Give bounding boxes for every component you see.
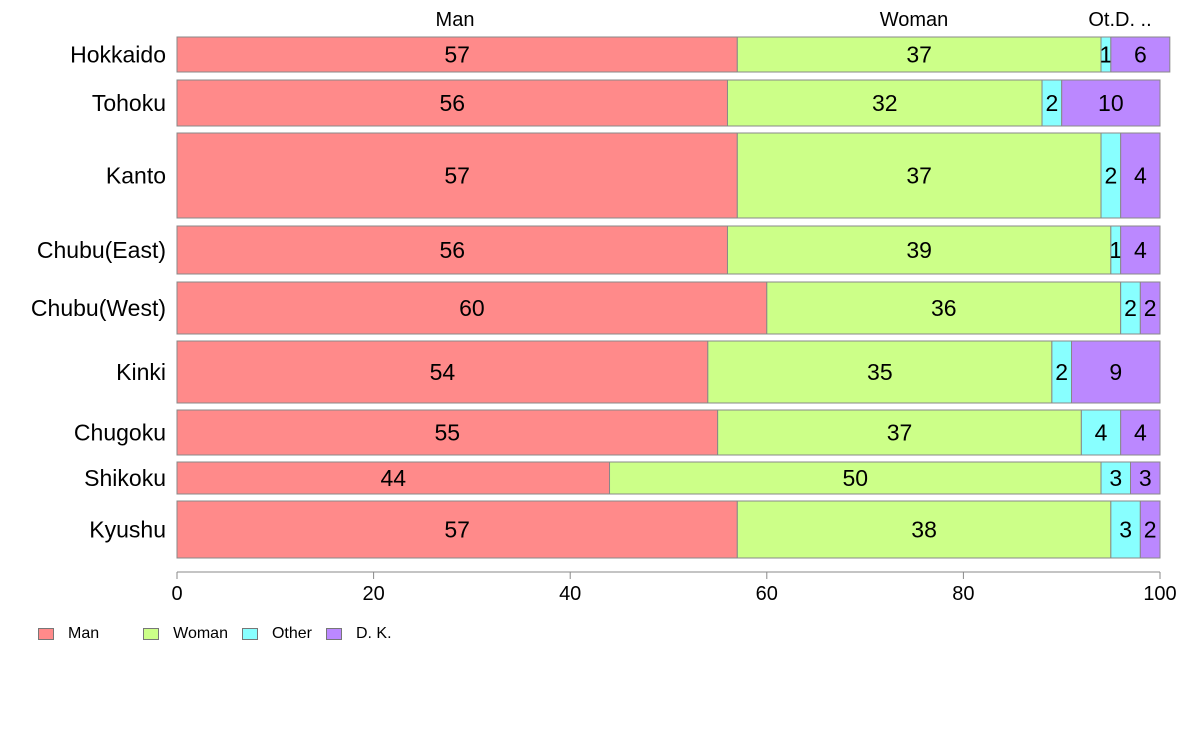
data-label: 3 bbox=[1139, 465, 1152, 491]
x-tick-label: 60 bbox=[756, 583, 778, 605]
bar-segment bbox=[176, 36, 738, 73]
bar-segment bbox=[176, 461, 611, 495]
bar-segment bbox=[1110, 36, 1171, 73]
category-label: Chubu(West) bbox=[31, 295, 166, 321]
data-label: 32 bbox=[872, 90, 898, 116]
data-label: 4 bbox=[1134, 237, 1147, 263]
bar-segment bbox=[176, 409, 719, 456]
x-tick-label: 0 bbox=[171, 583, 182, 605]
data-label: 54 bbox=[430, 359, 456, 385]
legend-swatch bbox=[38, 628, 54, 640]
data-label: 35 bbox=[867, 359, 893, 385]
data-label: 1 bbox=[1100, 42, 1113, 68]
bar-segment bbox=[1071, 340, 1161, 404]
category-label: Shikoku bbox=[84, 465, 166, 491]
data-label: 56 bbox=[439, 237, 465, 263]
legend-item: Man bbox=[38, 625, 99, 643]
data-label: 55 bbox=[435, 420, 461, 446]
data-label: 37 bbox=[906, 42, 932, 68]
category-label: Kinki bbox=[116, 359, 166, 385]
data-label: 44 bbox=[380, 465, 406, 491]
bar-segment bbox=[1139, 500, 1161, 559]
data-label: 57 bbox=[444, 517, 470, 543]
data-label: 1 bbox=[1109, 237, 1122, 263]
bar-segment bbox=[1080, 409, 1122, 456]
data-label: 60 bbox=[459, 295, 485, 321]
bar-segment bbox=[1130, 461, 1161, 495]
data-label: 10 bbox=[1098, 90, 1124, 116]
legend-label: Woman bbox=[173, 625, 228, 642]
x-tick-label: 100 bbox=[1143, 583, 1176, 605]
legend-swatch bbox=[241, 628, 258, 640]
category-label: Chubu(East) bbox=[37, 237, 166, 263]
data-label: 3 bbox=[1119, 517, 1132, 543]
legend-label: Other bbox=[271, 625, 312, 642]
data-label: 37 bbox=[906, 163, 932, 189]
data-label: 37 bbox=[887, 420, 913, 446]
data-label: 57 bbox=[444, 42, 470, 68]
data-label: 9 bbox=[1109, 359, 1122, 385]
bar-segment bbox=[1120, 225, 1161, 275]
data-label: 38 bbox=[911, 517, 937, 543]
data-label: 2 bbox=[1045, 90, 1058, 116]
legend: Man Woman Other D. K. bbox=[38, 624, 406, 644]
data-label: 2 bbox=[1144, 295, 1157, 321]
legend-item: Woman bbox=[143, 625, 228, 643]
category-label: Hokkaido bbox=[70, 42, 166, 68]
data-label: 6 bbox=[1134, 42, 1147, 68]
x-tick-label: 20 bbox=[362, 583, 384, 605]
category-label: Kanto bbox=[106, 163, 166, 189]
bar-segment bbox=[176, 132, 738, 219]
data-label: 4 bbox=[1134, 420, 1147, 446]
category-label: Kyushu bbox=[89, 517, 166, 543]
data-label: 4 bbox=[1134, 163, 1147, 189]
bar-segment bbox=[736, 36, 1102, 73]
bar-segment bbox=[176, 79, 728, 127]
data-label: 2 bbox=[1144, 517, 1157, 543]
bar-segment bbox=[736, 132, 1102, 219]
bar-segment bbox=[726, 79, 1043, 127]
data-label: 36 bbox=[931, 295, 957, 321]
category-label: Tohoku bbox=[92, 90, 166, 116]
bar-segment bbox=[1120, 409, 1161, 456]
legend-label: Man bbox=[68, 625, 100, 642]
legend-item: D. K. bbox=[325, 625, 392, 643]
bar-segment bbox=[1061, 79, 1161, 127]
data-label: 4 bbox=[1095, 420, 1108, 446]
data-label: 56 bbox=[439, 90, 465, 116]
data-label: 3 bbox=[1109, 465, 1122, 491]
data-label: 39 bbox=[906, 237, 932, 263]
bar-segment bbox=[176, 340, 709, 404]
data-label: 57 bbox=[444, 163, 470, 189]
legend-label: D. K. bbox=[355, 625, 392, 642]
category-label: Chugoku bbox=[74, 420, 166, 446]
top-series-label: Man bbox=[436, 9, 475, 31]
bar-segment bbox=[176, 225, 728, 275]
data-label: 2 bbox=[1124, 295, 1137, 321]
data-label: 50 bbox=[842, 465, 868, 491]
bar-segment bbox=[766, 281, 1122, 335]
data-label: 2 bbox=[1055, 359, 1068, 385]
top-series-label: Ot.D. .. bbox=[1088, 9, 1151, 31]
legend-swatch bbox=[325, 628, 342, 640]
bar-segment bbox=[609, 461, 1102, 495]
bar-segment bbox=[176, 500, 738, 559]
x-tick-label: 40 bbox=[559, 583, 581, 605]
bar-segment bbox=[1139, 281, 1161, 335]
legend-swatch bbox=[143, 628, 160, 640]
legend-item: Other bbox=[241, 625, 312, 643]
top-series-label: Woman bbox=[880, 9, 949, 31]
x-tick-label: 80 bbox=[952, 583, 974, 605]
bar-segment bbox=[707, 340, 1053, 404]
bar-segment bbox=[1100, 461, 1132, 495]
data-label: 2 bbox=[1104, 163, 1117, 189]
bar-segment bbox=[1120, 132, 1161, 219]
